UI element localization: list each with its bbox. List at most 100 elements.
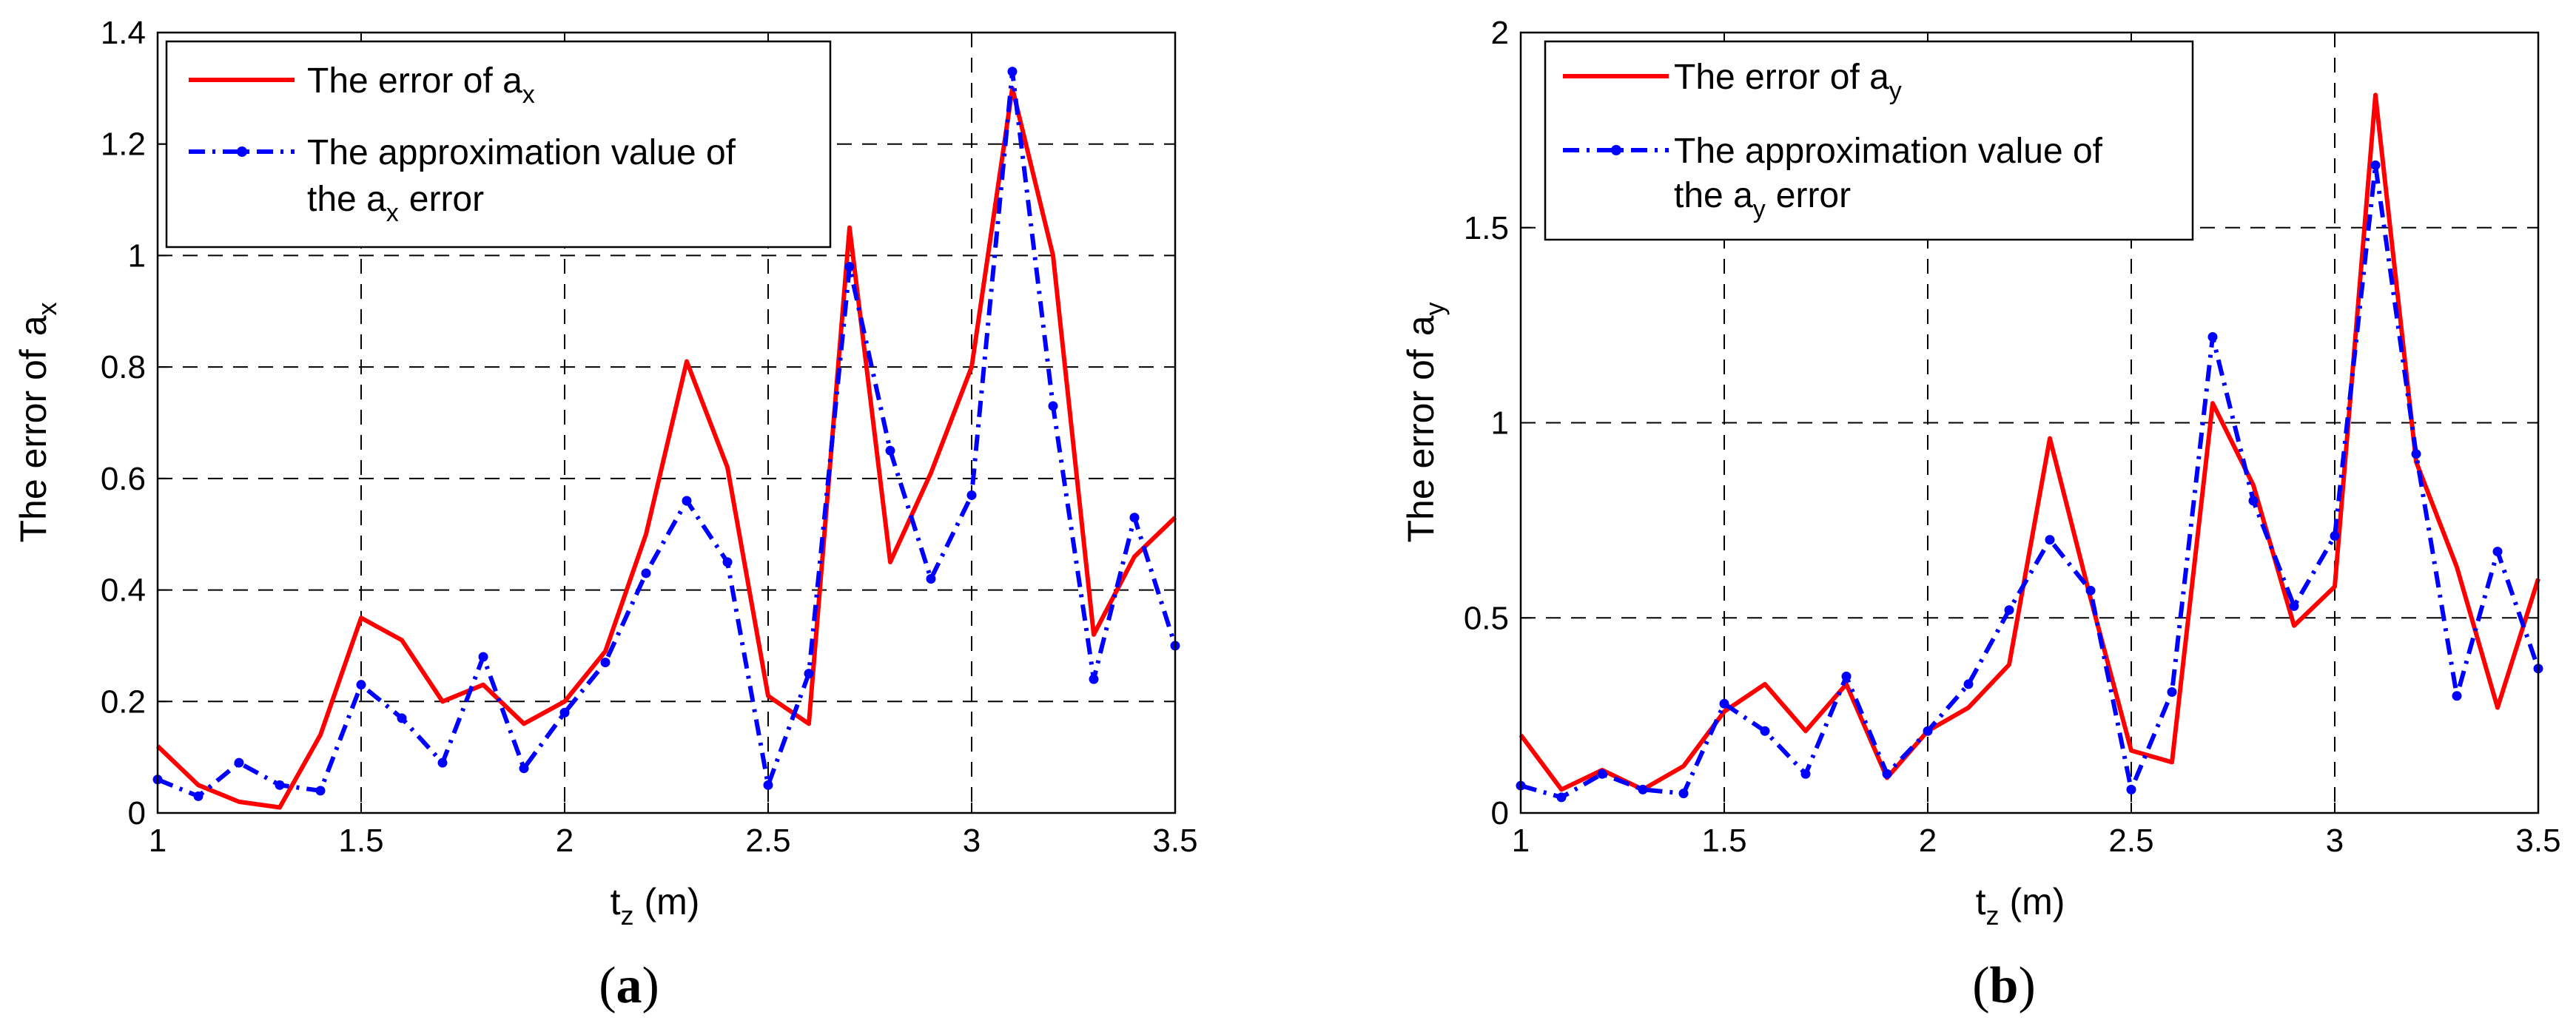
x-axis-label-a: tz (m) [611,881,700,931]
y-tick-label: 1.2 [101,126,146,163]
y-tick-label: 1 [1491,405,1509,442]
series-marker-approximation [275,780,285,790]
series-marker-approximation [437,757,448,768]
y-tick-label: 0.6 [101,461,146,497]
series-marker-approximation [2492,547,2503,557]
x-tick-labels-b: 1 1.5 2 2.5 3 3.5 [1512,803,2561,859]
series-layer-b [1516,92,2543,803]
y-tick-label: 0.2 [101,684,146,720]
y-tick-label: 0.4 [101,573,146,609]
x-tick-label: 2 [1919,823,1937,859]
series-marker-approximation [641,568,651,578]
series-marker-approximation [2248,496,2259,506]
x-tick-label: 2 [556,823,574,859]
series-marker-approximation [2330,530,2340,541]
series-marker-approximation [519,763,529,774]
legend-a: The error of ax The approximation value … [165,40,832,249]
series-marker-approximation [966,490,977,500]
legend-label-approx-b-line1: The approximation value of [1674,132,2103,171]
series-marker-approximation [1719,698,1729,709]
series-marker-approximation [926,574,936,584]
y-tick-label: 1 [128,237,146,274]
legend-label-approx-a-line1: The approximation value of [307,133,736,172]
series-marker-approximation [2085,585,2096,595]
chart-b: 0 0.5 1 1.5 2 1 1.5 2 2.5 3 3.5 The error of ay T… [1400,15,2561,1014]
legend-label-approx-b-line2: the ay error [1674,176,1851,223]
y-axis-label-a: The error ofax [13,302,62,542]
chart-a: 0 0.2 0.4 0.6 0.8 1 1.2 1.4 1 1.5 2 2.5 3 3.5 The er… [13,15,1198,1014]
series-marker-approximation [2167,686,2177,697]
y-tick-label: 1.5 [1464,210,1509,246]
series-marker-approximation [234,757,244,768]
x-tick-label: 2.5 [2108,823,2153,859]
series-marker-approximation [682,496,692,506]
legend-label-error-b: The error of ay [1674,58,1902,105]
y-tick-label: 0 [1491,795,1509,831]
series-marker-approximation [1129,513,1140,523]
x-tick-label: 3 [2326,823,2344,859]
x-tick-label: 1.5 [1701,823,1746,859]
x-tick-label: 1 [1512,823,1530,859]
series-marker-approximation [600,658,611,668]
series-marker-approximation [722,557,733,567]
x-tick-labels-a: 1 1.5 2 2.5 3 3.5 [149,803,1198,859]
series-line-approximation [1520,163,2540,800]
series-marker-approximation [1963,679,1974,689]
series-marker-approximation [1638,784,1648,794]
series-marker-approximation [1800,769,1811,779]
y-tick-label: 1.4 [101,15,146,51]
legend-box-a [165,40,832,249]
x-tick-label: 3.5 [1152,823,1197,859]
series-marker-approximation [2045,535,2055,545]
series-layer-a [152,67,1180,810]
series-marker-approximation [2004,605,2014,615]
series-marker-approximation [763,780,773,790]
x-axis-label-b: tz (m) [1976,881,2065,931]
series-marker-approximation [1760,726,1770,736]
series-marker-approximation [1007,67,1018,77]
series-marker-approximation [1556,792,1567,803]
series-marker-approximation [1089,674,1099,684]
legend-marker-approx-b [1611,145,1621,155]
series-marker-approximation [356,680,366,690]
x-tick-label: 2.5 [745,823,790,859]
legend-marker-approx-a [237,146,247,157]
caption-b: (b) [1972,957,2036,1014]
series-marker-approximation [844,262,855,271]
y-tick-label: 2 [1491,15,1509,51]
series-marker-approximation [885,445,895,456]
y-tick-labels-b: 0 0.5 1 1.5 2 [1464,15,1531,831]
series-marker-approximation [1678,789,1689,799]
series-marker-approximation [559,707,570,718]
y-tick-label: 0.8 [101,349,146,385]
y-tick-label: 0.5 [1464,600,1509,636]
x-tick-label: 1.5 [338,823,383,859]
caption-a: (a) [599,957,659,1014]
series-marker-approximation [315,786,326,796]
series-marker-approximation [397,713,407,723]
series-marker-approximation [1048,401,1058,411]
y-tick-label: 0 [128,795,146,831]
series-marker-approximation [2452,691,2462,701]
series-marker-approximation [1882,769,1892,779]
y-tick-labels-a: 0 0.2 0.4 0.6 0.8 1 1.2 1.4 [101,15,168,831]
series-marker-approximation [193,791,204,801]
series-marker-approximation [2289,601,2299,611]
series-marker-approximation [2126,784,2136,794]
y-axis-label-b: The error ofay [1400,302,1450,542]
series-line-approximation [156,69,1177,799]
series-line-error [1519,92,2540,792]
legend-b: The error of ay The approximation value … [1544,40,2194,241]
x-tick-label: 3 [963,823,981,859]
x-tick-label: 1 [149,823,167,859]
legend-label-approx-a-line2: the ax error [307,180,484,227]
series-marker-approximation [2411,449,2421,459]
series-marker-approximation [2207,331,2218,342]
series-marker-approximation [2370,160,2381,170]
series-marker-approximation [1597,769,1607,779]
plot-frame-a [156,31,1177,814]
series-marker-approximation [1923,726,1933,736]
series-marker-approximation [1841,671,1852,681]
series-marker-approximation [804,669,814,679]
